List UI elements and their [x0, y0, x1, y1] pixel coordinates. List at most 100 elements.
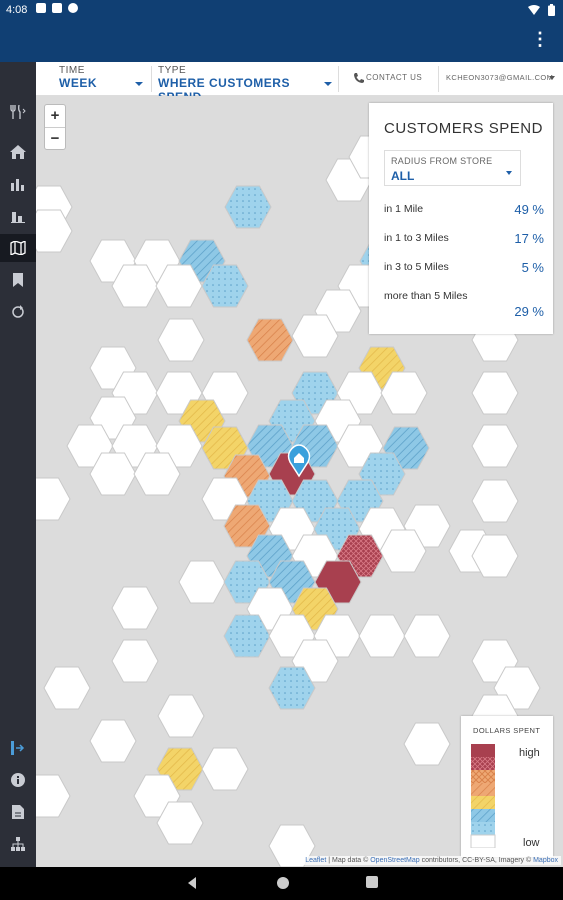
sidebar-item-logout[interactable]	[0, 734, 36, 762]
card-title: CUSTOMERS SPEND	[384, 120, 543, 137]
time-dropdown[interactable]: TIME WEEK	[59, 65, 145, 93]
hex-cell[interactable]	[268, 666, 316, 710]
hex-cell[interactable]	[111, 639, 159, 683]
spend-row-value: 29 %	[514, 304, 544, 319]
notification-icon	[52, 3, 62, 13]
status-bar: 4:08	[0, 0, 563, 22]
hex-cell[interactable]	[201, 747, 249, 791]
wifi-icon	[528, 5, 540, 15]
hex-cell[interactable]	[36, 477, 71, 521]
sidebar-item-documents[interactable]	[0, 798, 36, 826]
hex-cell[interactable]	[246, 318, 294, 362]
more-vert-icon[interactable]: ⋮	[531, 29, 549, 49]
chevron-down-icon	[324, 82, 332, 86]
system-nav-bar	[0, 867, 563, 900]
spend-row-label: in 3 to 5 Miles	[384, 261, 449, 273]
map-view[interactable]: + − CUSTOMERS SPEND RADIUS FROM STORE AL…	[36, 96, 563, 867]
legend-low-label: low	[523, 837, 540, 849]
sidebar-item-restaurant[interactable]	[0, 98, 36, 126]
sidebar-item-org[interactable]	[0, 830, 36, 858]
hex-cell[interactable]	[36, 209, 73, 253]
leaflet-link[interactable]: Leaflet	[305, 857, 327, 864]
org-chart-icon	[11, 837, 25, 851]
sidebar-item-info[interactable]	[0, 766, 36, 794]
store-marker-icon[interactable]	[287, 444, 311, 478]
restaurant-icon	[10, 105, 26, 119]
dollars-spent-legend: DOLLARS SPENT high low	[461, 716, 553, 857]
contact-us-link[interactable]: CONTACT US	[366, 73, 423, 82]
hex-cell[interactable]	[43, 666, 91, 710]
legend-swatch	[471, 770, 495, 783]
radius-dropdown[interactable]: RADIUS FROM STORE ALL	[384, 150, 521, 186]
spend-row: in 1 Mile 49 %	[384, 197, 544, 221]
legend-swatch	[471, 796, 495, 809]
map-icon	[10, 241, 26, 255]
radius-label: RADIUS FROM STORE	[391, 156, 493, 166]
radius-value: ALL	[391, 169, 415, 183]
customers-spend-card: CUSTOMERS SPEND RADIUS FROM STORE ALL in…	[369, 103, 553, 334]
bookmark-icon	[13, 273, 23, 287]
hex-cell[interactable]	[201, 264, 249, 308]
hex-cell[interactable]	[89, 719, 137, 763]
legend-swatch	[471, 757, 495, 770]
spend-row: more than 5 Miles 29 %	[384, 284, 544, 324]
hex-cell[interactable]	[157, 318, 205, 362]
hex-cell[interactable]	[380, 371, 428, 415]
hex-cell[interactable]	[471, 479, 519, 523]
sidebar-item-bookmarks[interactable]	[0, 266, 36, 294]
legend-scale	[470, 744, 496, 848]
hex-cell[interactable]	[111, 586, 159, 630]
hex-cell[interactable]	[471, 424, 519, 468]
chevron-down-icon	[506, 171, 512, 175]
type-label: TYPE	[158, 65, 187, 76]
zoom-in-button[interactable]: +	[50, 107, 60, 124]
legend-title: DOLLARS SPENT	[473, 726, 541, 735]
hex-cell[interactable]	[133, 452, 181, 496]
divider	[338, 66, 339, 92]
hex-cell[interactable]	[403, 614, 451, 658]
legend-swatch	[471, 809, 495, 822]
system-icons	[528, 4, 555, 16]
hex-cell[interactable]	[224, 185, 272, 229]
back-icon[interactable]	[186, 876, 198, 890]
sidebar-item-analytics[interactable]	[0, 170, 36, 198]
zoom-out-button[interactable]: −	[45, 127, 65, 149]
hex-cell[interactable]	[178, 560, 226, 604]
legend-swatch	[471, 783, 495, 796]
chevron-down-icon	[135, 82, 143, 86]
sidebar-item-customers[interactable]	[0, 202, 36, 230]
divider	[151, 66, 152, 92]
sidebar-item-refresh[interactable]	[0, 298, 36, 326]
time-value: WEEK	[59, 76, 97, 90]
hex-cell[interactable]	[379, 529, 427, 573]
recents-icon[interactable]	[366, 876, 378, 888]
type-dropdown[interactable]: TYPE WHERE CUSTOMERS SPEND	[158, 65, 334, 104]
spend-row-label: in 1 Mile	[384, 203, 424, 215]
hex-grid[interactable]	[36, 96, 563, 867]
hex-cell[interactable]	[471, 371, 519, 415]
hex-cell[interactable]	[403, 722, 451, 766]
home-icon	[10, 145, 26, 159]
hex-cell[interactable]	[471, 534, 519, 578]
osm-link[interactable]: OpenStreetMap	[370, 857, 420, 864]
account-email[interactable]: KCHEON3073@GMAIL.COM	[446, 73, 554, 82]
zoom-control: + −	[44, 104, 66, 150]
hex-cell[interactable]	[358, 614, 406, 658]
info-icon	[11, 773, 25, 787]
sidebar-item-home[interactable]	[0, 138, 36, 166]
attribution-text: | Map data ©	[326, 857, 371, 864]
phone-icon	[354, 73, 364, 83]
filter-toolbar: TIME WEEK TYPE WHERE CUSTOMERS SPEND CON…	[36, 62, 563, 104]
mapbox-link[interactable]: Mapbox	[533, 857, 558, 864]
time-label: TIME	[59, 65, 85, 76]
hex-cell[interactable]	[156, 801, 204, 845]
home-button-icon[interactable]	[276, 876, 290, 890]
legend-swatch	[471, 744, 495, 757]
hex-cell[interactable]	[36, 774, 71, 818]
spend-row-value: 17 %	[514, 231, 544, 246]
chevron-down-icon[interactable]	[549, 76, 555, 80]
hex-cell[interactable]	[157, 694, 205, 738]
hex-cell[interactable]	[291, 314, 339, 358]
sidebar-item-map[interactable]	[0, 234, 36, 262]
people-chart-icon	[11, 212, 25, 223]
